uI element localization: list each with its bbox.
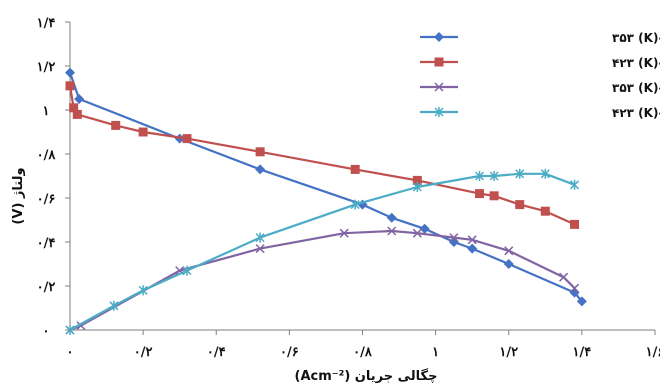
- data-point: [255, 147, 265, 157]
- data-point: [515, 200, 525, 210]
- data-point: [255, 232, 265, 243]
- legend-item: توان، دما-(K) ۳۵۳: [420, 81, 660, 96]
- legend-marker: [434, 82, 444, 92]
- data-point: [570, 179, 580, 190]
- data-point: [515, 168, 525, 179]
- data-point: [65, 325, 75, 335]
- legend-item: ولتاژ، دما-(K) ۳۵۳: [420, 31, 660, 46]
- y-tick-label: ۰/۴: [37, 236, 56, 251]
- data-point: [339, 228, 349, 238]
- y-tick-label: ۱/۴: [37, 16, 56, 31]
- y-tick-label: ۰/۲: [37, 280, 56, 295]
- data-point: [540, 168, 550, 179]
- data-point: [412, 182, 422, 192]
- data-point: [69, 103, 79, 113]
- data-point: [182, 265, 192, 276]
- x-tick-label: ۱/۴: [573, 345, 592, 360]
- x-tick-label: ۰/۲: [134, 345, 153, 360]
- data-point: [570, 219, 580, 229]
- data-point: [467, 243, 478, 254]
- data-point: [449, 233, 459, 243]
- data-point: [504, 246, 514, 256]
- data-point: [540, 206, 550, 216]
- x-tick-label: ۰/۴: [207, 345, 226, 360]
- data-point: [412, 228, 422, 238]
- data-point: [386, 212, 397, 223]
- legend-marker: [434, 107, 444, 117]
- data-point: [350, 199, 360, 210]
- data-point: [474, 171, 485, 181]
- data-point: [65, 81, 75, 91]
- x-tick-label: ۰/۸: [353, 345, 373, 360]
- legend-label: ولتاژ، دما-(K) ۴۲۳: [612, 56, 660, 71]
- data-point: [182, 134, 192, 144]
- y-tick-label: ۱/۲: [37, 60, 56, 75]
- data-point: [489, 191, 499, 201]
- y-tick-label: ۰: [43, 324, 50, 339]
- series-line: [69, 229, 576, 332]
- data-point: [74, 94, 85, 104]
- series-line: [68, 85, 576, 226]
- data-point: [138, 127, 148, 137]
- legend-label: توان، دما-(K) ۴۲۳: [612, 106, 660, 121]
- series-1: [65, 67, 587, 307]
- x-tick-label: ۱: [432, 345, 439, 360]
- y-tick-label: ۰/۶: [37, 192, 56, 207]
- series-layer: [65, 67, 587, 335]
- data-point: [467, 235, 477, 245]
- data-point: [255, 244, 265, 254]
- legend-marker: [434, 57, 444, 67]
- data-point: [559, 272, 569, 282]
- legend-item: ولتاژ، دما-(K) ۴۲۳: [420, 56, 660, 71]
- data-point: [138, 285, 148, 296]
- x-tick-label: ۰/۶: [280, 345, 299, 360]
- data-point: [65, 67, 75, 78]
- data-point: [109, 300, 119, 311]
- data-point: [387, 226, 397, 236]
- series-line: [68, 72, 583, 303]
- data-point: [111, 120, 121, 130]
- data-point: [72, 109, 82, 119]
- x-tick-label: ۱/۶: [646, 345, 660, 360]
- data-point: [350, 164, 360, 174]
- series-line: [69, 172, 575, 331]
- y-axis-ticks: ۰ ۰/۲ ۰/۴ ۰/۶ ۰/۸ ۱ ۱/۲ ۱/۴: [37, 16, 70, 339]
- x-axis-title: چگالی جریان (Acm⁻²): [295, 368, 438, 384]
- x-tick-label: ۱/۲: [499, 345, 518, 360]
- data-point: [570, 283, 580, 293]
- series-4: [65, 168, 580, 335]
- legend-marker: [434, 32, 444, 42]
- legend-item: توان، دما-(K) ۴۲۳: [420, 106, 660, 121]
- series-2: [65, 81, 580, 229]
- y-tick-label: ۱: [43, 104, 50, 119]
- y-tick-label: ۰/۸: [37, 148, 57, 163]
- series-3: [65, 226, 580, 335]
- data-point: [255, 164, 266, 175]
- data-point: [576, 296, 587, 307]
- data-point: [419, 223, 430, 234]
- legend: ولتاژ، دما-(K) ۳۵۳ ولتاژ، دما-(K) ۴۲۳ توان…: [420, 31, 660, 121]
- x-axis-ticks: ۰ ۰/۲ ۰/۴ ۰/۶ ۰/۸ ۱ ۱/۲ ۱/۴ ۱/۶: [67, 330, 660, 360]
- legend-label: توان، دما-(K) ۳۵۳: [612, 81, 660, 96]
- data-point: [489, 171, 499, 181]
- legend-label: ولتاژ، دما-(K) ۳۵۳: [612, 31, 660, 46]
- y-axis-title: ولتاژ (V): [11, 167, 26, 224]
- data-point: [503, 259, 514, 269]
- x-tick-label: ۰: [67, 345, 74, 360]
- data-point: [412, 175, 422, 185]
- data-point: [475, 189, 484, 199]
